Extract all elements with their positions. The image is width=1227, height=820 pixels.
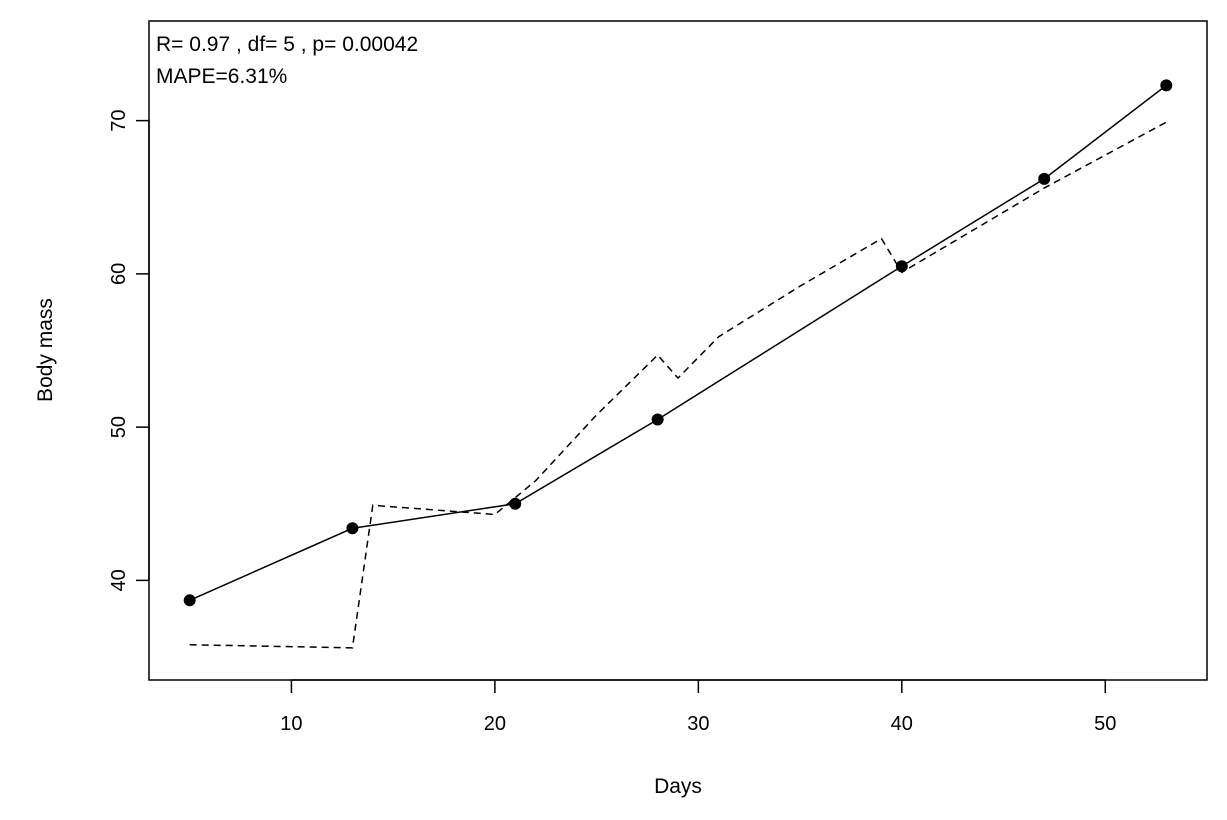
y-tick-label: 60 <box>108 263 130 285</box>
plot-frame <box>148 20 1208 681</box>
series-1-point <box>1038 172 1051 185</box>
x-tick-label: 50 <box>1094 713 1116 735</box>
x-axis: 10 20 30 40 50 <box>280 679 1116 735</box>
y-tick-label: 70 <box>108 109 130 131</box>
series-layer <box>183 79 1173 649</box>
x-tick-label: 20 <box>484 713 506 735</box>
y-tick-label: 40 <box>108 569 130 591</box>
series-1-point <box>509 497 522 510</box>
x-tick-label: 10 <box>280 713 302 735</box>
y-axis-title: Body mass <box>34 298 57 402</box>
series-1-point <box>1160 79 1173 92</box>
series-2-line <box>189 121 1167 649</box>
y-tick-label: 50 <box>108 416 130 438</box>
series-1-point <box>651 413 664 426</box>
x-tick-label: 30 <box>687 713 709 735</box>
x-axis-title: Days <box>654 775 702 798</box>
y-axis: 40 50 60 70 <box>108 109 150 592</box>
series-1-line <box>189 84 1167 601</box>
annotation-mape: MAPE=6.31% <box>156 65 287 88</box>
series-1-point <box>183 594 196 607</box>
series-1-point <box>895 260 908 273</box>
series-1-point <box>346 522 359 535</box>
annotation-stats: R= 0.97 , df= 5 , p= 0.00042 <box>156 33 418 56</box>
x-tick-label: 40 <box>891 713 913 735</box>
